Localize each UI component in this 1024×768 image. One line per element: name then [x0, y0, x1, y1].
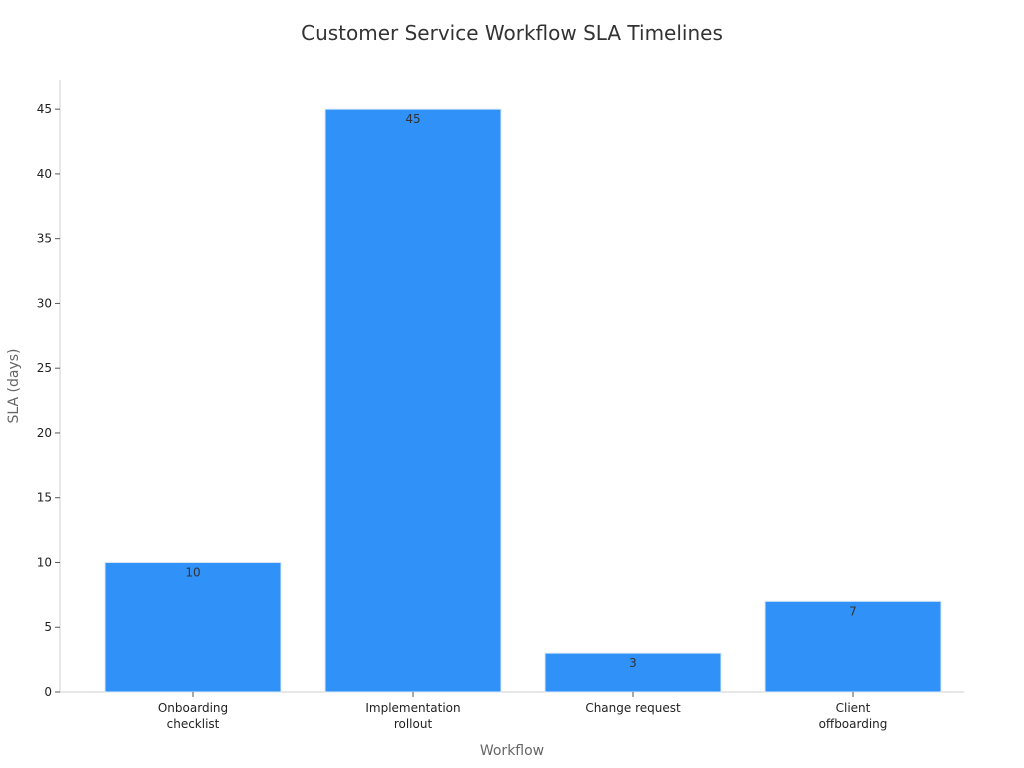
bar-value-label: 7	[849, 604, 857, 618]
bar-value-label: 45	[405, 112, 420, 126]
y-tick-label: 5	[44, 620, 52, 634]
chart-title: Customer Service Workflow SLA Timelines	[301, 21, 723, 45]
bar	[104, 561, 282, 693]
x-axis-title: Workflow	[480, 743, 544, 759]
y-tick-label: 20	[37, 426, 52, 440]
y-tick-label: 35	[37, 232, 52, 246]
bar-value-label: 10	[185, 565, 200, 579]
bar	[324, 108, 502, 693]
x-tick-label: Client offboarding	[819, 701, 888, 731]
plot-area: 0 5 10 15 20 25 30 35 40 45 10 Onboarding checklist 4…	[37, 80, 964, 731]
y-tick-label: 45	[37, 102, 52, 116]
x-tick-label: Implementation rollout	[365, 701, 460, 731]
y-tick-label: 30	[37, 296, 52, 310]
x-tick-label: Change request	[585, 701, 681, 715]
y-tick-label: 10	[37, 555, 52, 569]
y-tick-label: 0	[44, 685, 52, 699]
y-axis-title: SLA (days)	[6, 348, 22, 423]
y-tick-label: 25	[37, 361, 52, 375]
bar	[544, 652, 722, 693]
y-tick-label: 15	[37, 491, 52, 505]
y-tick-label: 40	[37, 167, 52, 181]
x-tick-label: Onboarding checklist	[158, 701, 228, 731]
bar-value-label: 3	[629, 656, 637, 670]
bar	[764, 600, 942, 693]
